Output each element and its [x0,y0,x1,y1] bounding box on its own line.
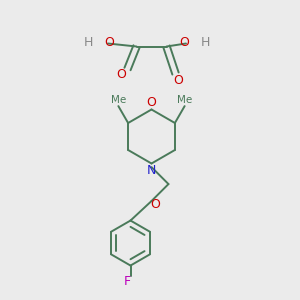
Text: F: F [123,274,130,288]
Text: O: O [105,36,114,49]
Text: Me: Me [111,94,126,104]
Text: Me: Me [177,94,192,104]
Text: N: N [147,164,156,177]
Text: O: O [151,198,160,211]
Text: H: H [201,36,210,49]
Text: O: O [173,74,183,87]
Text: O: O [180,36,189,49]
Text: O: O [147,96,156,110]
Text: O: O [116,68,126,81]
Text: H: H [84,36,93,49]
